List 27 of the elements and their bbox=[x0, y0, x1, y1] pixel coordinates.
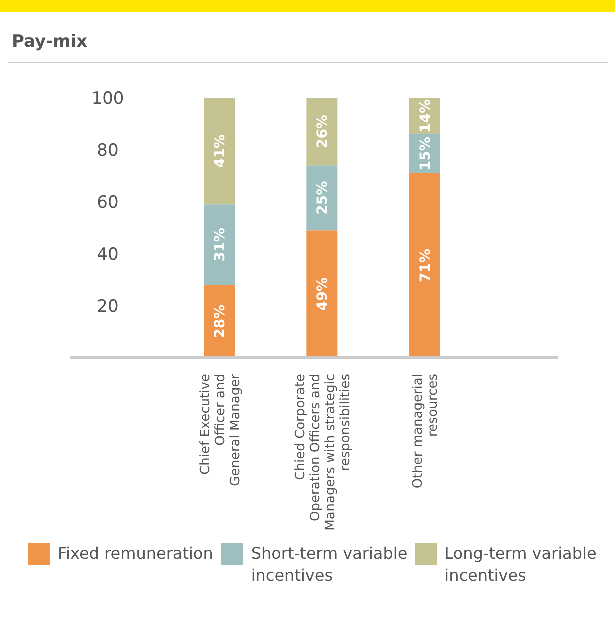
bar bbox=[306, 166, 338, 231]
data-label: 31% bbox=[212, 228, 228, 262]
y-tick-label: 20 bbox=[97, 297, 119, 318]
x-tick-label: Other managerial resources bbox=[411, 374, 442, 489]
bar bbox=[306, 230, 338, 358]
data-label: 41% bbox=[212, 134, 228, 168]
data-label: 15% bbox=[418, 137, 434, 171]
data-label: 49% bbox=[315, 278, 332, 312]
legend-label: Fixed remuneration bbox=[58, 543, 214, 565]
y-tick-label: 60 bbox=[97, 193, 119, 214]
x-tick-label: Chief Executive Officer and General Manager bbox=[198, 373, 244, 486]
data-label: 14% bbox=[418, 99, 434, 133]
x-tick-label: Chied Corporate Operation Officers and Managers with strategic responsibilities bbox=[294, 374, 354, 531]
bar bbox=[204, 98, 235, 205]
bar bbox=[306, 98, 338, 166]
legend-label: Long-term variable incentives bbox=[444, 543, 598, 587]
data-label: 71% bbox=[418, 248, 434, 282]
data-label: 26% bbox=[315, 115, 332, 149]
y-tick-label: 80 bbox=[97, 141, 119, 162]
y-tick-label: 100 bbox=[92, 89, 124, 110]
bar bbox=[204, 204, 235, 286]
data-label: 25% bbox=[315, 181, 332, 215]
y-tick-label: 40 bbox=[97, 245, 119, 266]
chart-title: Pay-mix bbox=[8, 12, 608, 63]
bar bbox=[409, 173, 440, 358]
legend-label: Short-term variable incentives bbox=[251, 543, 409, 587]
data-label: 28% bbox=[212, 304, 228, 338]
